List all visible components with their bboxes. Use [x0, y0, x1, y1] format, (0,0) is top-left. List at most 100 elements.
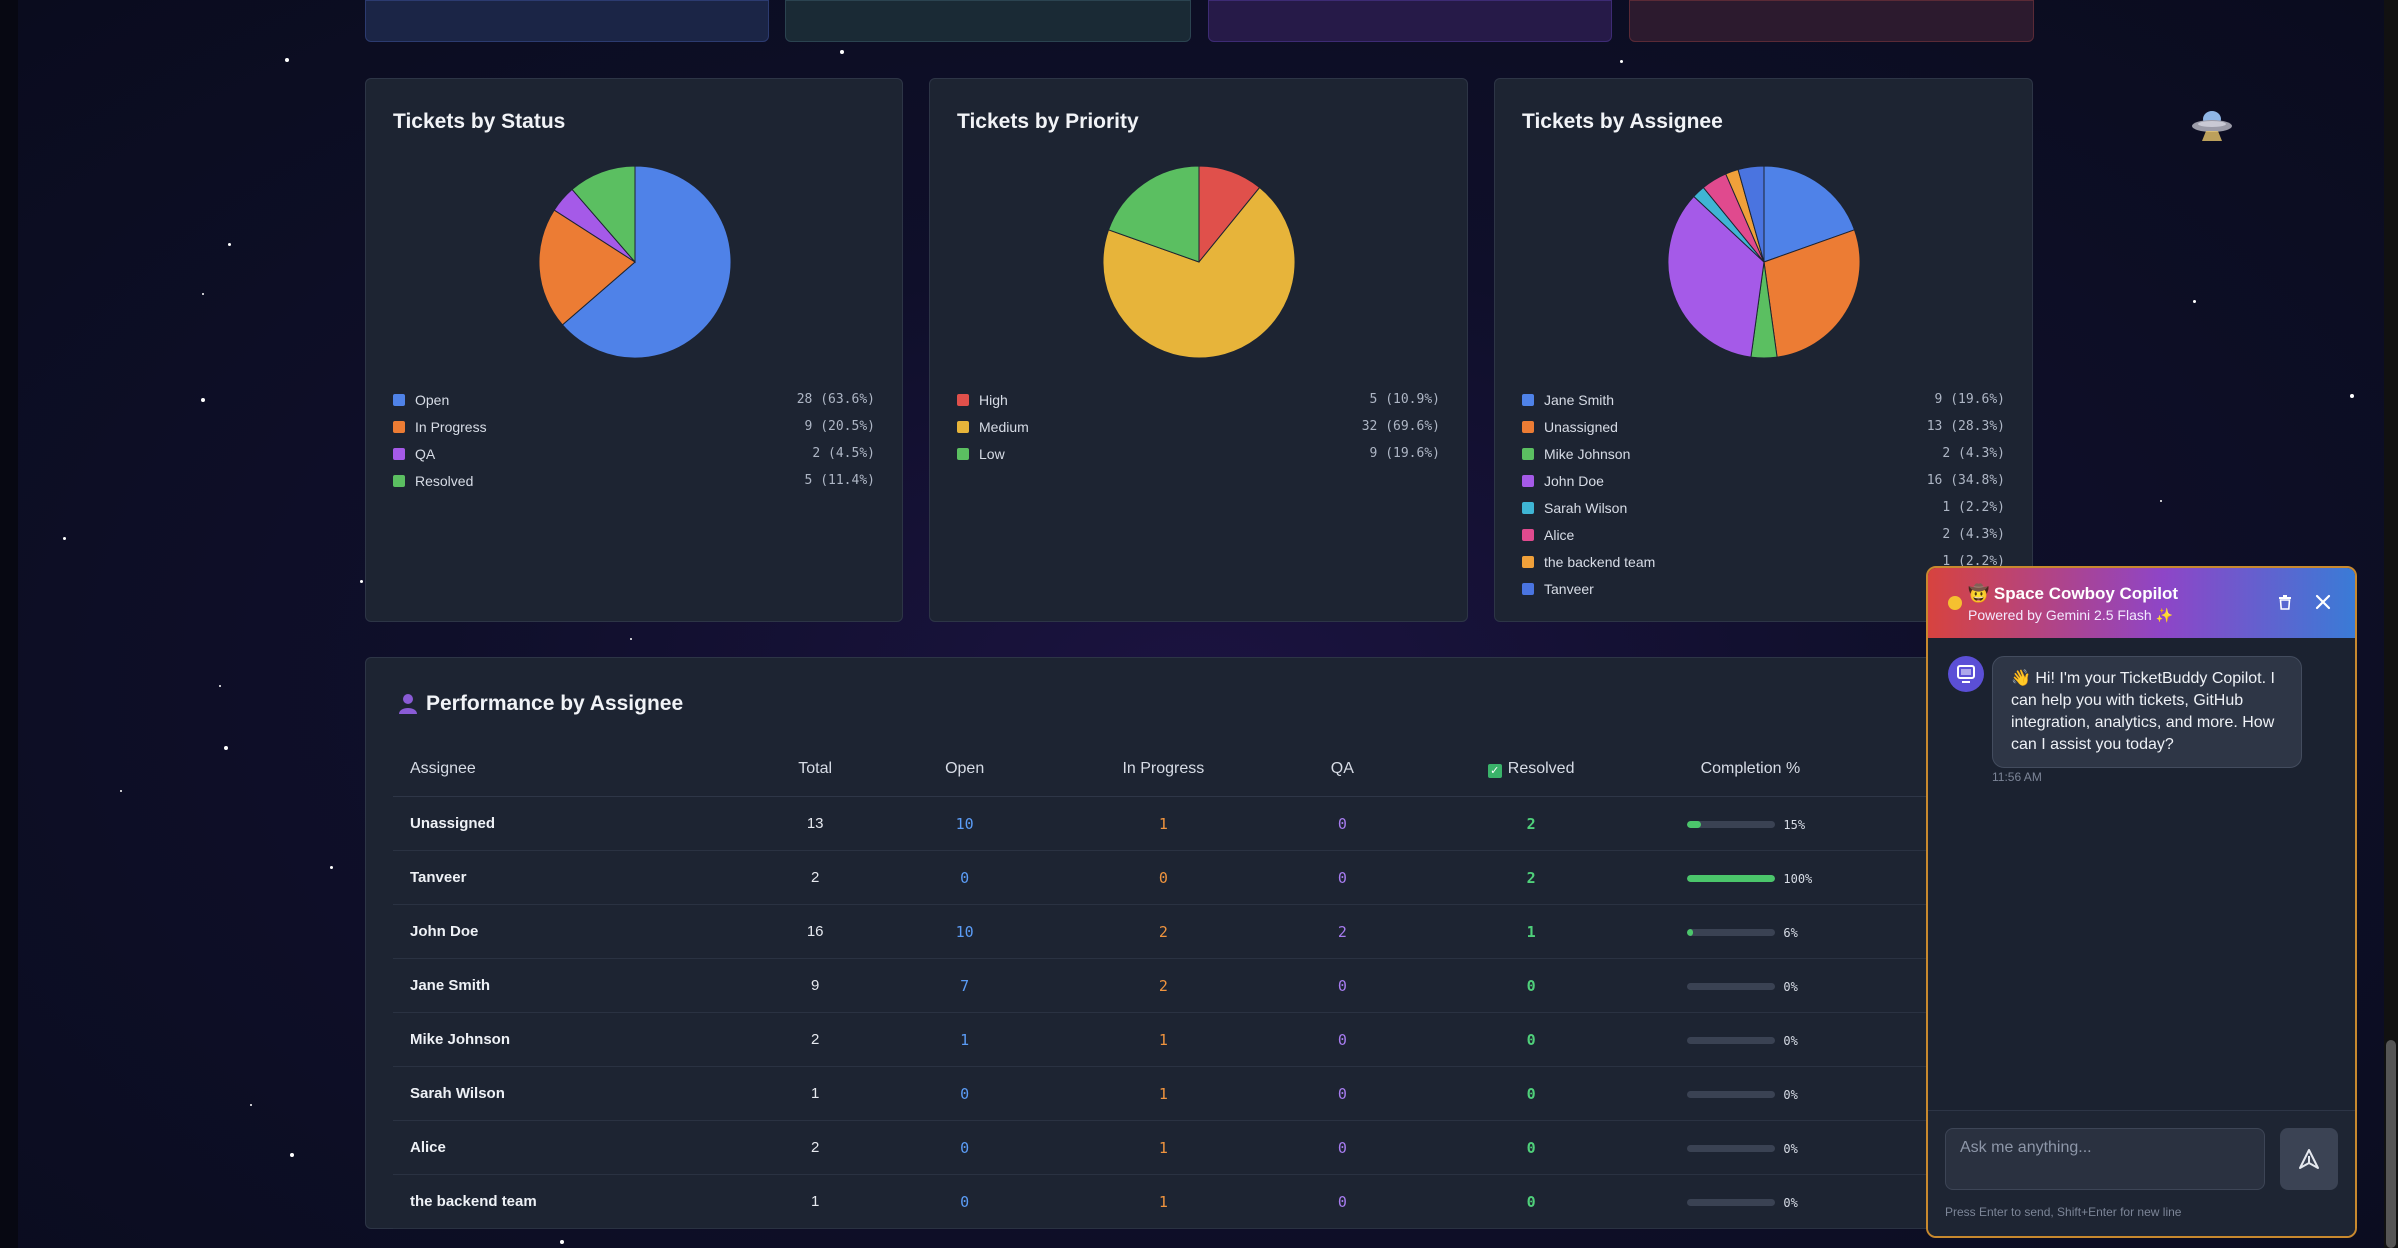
priority-chart-title: Tickets by Priority	[957, 110, 1139, 133]
assignee-legend-item[interactable]: Jane Smith 9 (19.6%)	[1522, 386, 2005, 413]
assignee-legend-item[interactable]: Alice 2 (4.3%)	[1522, 521, 2005, 548]
page-scrollbar[interactable]	[2384, 0, 2398, 1248]
col-in-progress[interactable]: In Progress	[1063, 742, 1263, 797]
assignee-cell-value: Unassigned	[410, 815, 496, 832]
qa-cell: 0	[1262, 1174, 1422, 1229]
priority-legend-item[interactable]: Low 9 (19.6%)	[957, 440, 1440, 467]
completion-cell: 0%	[1640, 1066, 1861, 1121]
progress-track	[1687, 875, 1776, 882]
assignee-legend-item[interactable]: the backend team 1 (2.2%)	[1522, 548, 2005, 575]
resolved-cell: 0	[1421, 1066, 1641, 1121]
status-legend-item[interactable]: In Progress 9 (20.5%)	[393, 413, 875, 440]
status-slice-3[interactable]	[571, 165, 636, 264]
status-slice-0[interactable]	[561, 165, 732, 359]
legend-swatch	[1522, 447, 1534, 460]
table-row[interactable]: Mike Johnson 2 1 1 0 0 0%	[393, 1012, 2277, 1067]
assignee-cell: the backend team	[393, 1174, 765, 1229]
open-cell: 0	[865, 1066, 1064, 1121]
assignee-cell: Alice	[393, 1120, 765, 1175]
col-completion[interactable]: Completion %	[1640, 742, 1861, 797]
input-hint: Press Enter to send, Shift+Enter for new…	[1945, 1205, 2182, 1219]
in-progress-cell-value: 1	[1158, 1138, 1168, 1157]
open-cell-value: 10	[955, 922, 974, 941]
status-slice-1[interactable]	[538, 209, 636, 326]
assignee-slice-3[interactable]	[1667, 195, 1765, 358]
clear-chat-button[interactable]	[2273, 590, 2297, 614]
resolved-cell-value: 0	[1526, 1138, 1536, 1157]
completion-cell: 0%	[1640, 958, 1861, 1013]
progress-track	[1687, 929, 1776, 936]
status-pie-chart[interactable]	[536, 163, 734, 361]
resolved-cell-value: 0	[1526, 1192, 1536, 1211]
col-assignee[interactable]: Assignee	[393, 742, 765, 797]
total-cell-value: 9	[811, 977, 820, 994]
chat-input[interactable]	[1945, 1128, 2265, 1190]
completion-progress: 0%	[1687, 1142, 1813, 1156]
qa-cell: 0	[1262, 850, 1422, 905]
scrollbar-thumb[interactable]	[2386, 1040, 2396, 1248]
legend-label: the backend team	[1544, 553, 1656, 570]
total-cell-value: 13	[806, 815, 824, 832]
legend-swatch	[957, 447, 969, 460]
priority-legend-item[interactable]: High 5 (10.9%)	[957, 386, 1440, 413]
assignee-cell: Mike Johnson	[393, 1012, 765, 1067]
legend-label: Resolved	[415, 472, 474, 489]
assignee-legend-item[interactable]: Tanveer	[1522, 575, 2005, 602]
assignee-slice-7[interactable]	[1737, 165, 1765, 263]
star	[840, 50, 844, 54]
legend-label: QA	[415, 445, 436, 462]
check-icon: ✓	[1487, 764, 1502, 778]
chat-header: 🤠 Space Cowboy Copilot Powered by Gemini…	[1928, 568, 2355, 638]
summary-card-1	[365, 0, 769, 42]
message-timestamp: 11:56 AM	[1992, 770, 2042, 784]
assignee-legend: Jane Smith 9 (19.6%) Unassigned 13 (28.3%) M…	[1522, 386, 2005, 602]
star	[250, 1104, 252, 1106]
priority-pie-chart[interactable]	[1100, 163, 1298, 361]
col-total[interactable]: Total	[764, 742, 866, 797]
assignee-legend-item[interactable]: Sarah Wilson 1 (2.2%)	[1522, 494, 2005, 521]
col-qa[interactable]: QA	[1262, 742, 1422, 797]
assignee-slice-0[interactable]	[1763, 165, 1856, 263]
open-cell: 7	[865, 958, 1064, 1013]
total-cell-value: 16	[806, 923, 824, 940]
total-cell-value: 1	[811, 1085, 820, 1102]
assignee-legend-item[interactable]: Mike Johnson 2 (4.3%)	[1522, 440, 2005, 467]
star	[560, 1240, 564, 1244]
status-legend-item[interactable]: QA 2 (4.5%)	[393, 440, 875, 467]
progress-track	[1687, 1199, 1776, 1206]
priority-legend-item[interactable]: Medium 32 (69.6%)	[957, 413, 1440, 440]
qa-cell: 0	[1262, 1012, 1422, 1067]
summary-cards-row	[365, 0, 2034, 42]
completion-percent: 0%	[1783, 1195, 1798, 1210]
status-legend-item[interactable]: Open 28 (63.6%)	[393, 386, 875, 413]
completion-cell: 100%	[1640, 850, 1861, 905]
legend-value: 5 (10.9%)	[1369, 392, 1440, 407]
assignee-legend-item[interactable]: John Doe 16 (34.8%)	[1522, 467, 2005, 494]
assignee-pie-chart[interactable]	[1665, 163, 1863, 361]
total-cell-value: 2	[811, 1031, 820, 1048]
star	[2350, 394, 2354, 398]
progress-track	[1687, 1037, 1776, 1044]
priority-slice-2[interactable]	[1107, 165, 1200, 263]
total-cell: 2	[764, 1120, 866, 1175]
user-icon	[399, 694, 417, 714]
performance-title: Performance by Assignee	[426, 692, 684, 715]
legend-swatch	[393, 420, 405, 433]
col-open[interactable]: Open	[865, 742, 1064, 797]
col-resolved[interactable]: ✓ Resolved	[1421, 742, 1641, 797]
completion-cell: 0%	[1640, 1174, 1861, 1229]
completion-percent: 15%	[1783, 817, 1806, 832]
priority-slice-0[interactable]	[1198, 165, 1261, 264]
assignee-legend-item[interactable]: Unassigned 13 (28.3%)	[1522, 413, 2005, 440]
legend-value: 9 (19.6%)	[1369, 446, 1440, 461]
status-legend-item[interactable]: Resolved 5 (11.4%)	[393, 467, 875, 494]
assignee-cell-value: John Doe	[410, 923, 479, 940]
completion-progress: 0%	[1687, 1088, 1813, 1102]
assignee-slice-1[interactable]	[1763, 229, 1861, 358]
send-button[interactable]	[2280, 1128, 2338, 1190]
priority-slice-1[interactable]	[1102, 186, 1296, 359]
close-chat-button[interactable]	[2311, 590, 2335, 614]
qa-cell: 0	[1262, 1120, 1422, 1175]
resolved-cell-value: 0	[1526, 1030, 1536, 1049]
progress-fill	[1687, 929, 1694, 936]
